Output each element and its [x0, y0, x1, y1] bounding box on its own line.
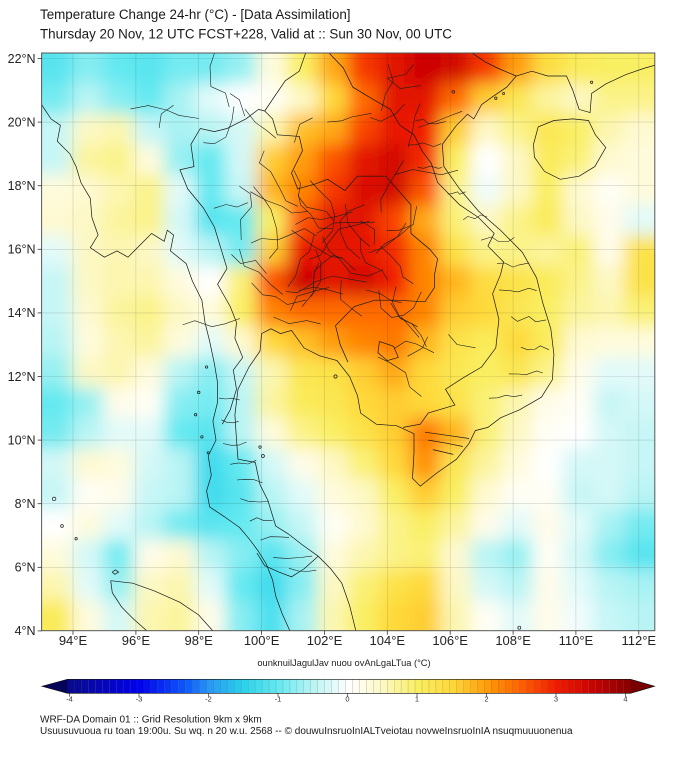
svg-text:16°N: 16°N [8, 243, 36, 257]
svg-text:-4: -4 [66, 695, 73, 704]
svg-text:98°E: 98°E [185, 633, 214, 648]
svg-text:4°N: 4°N [15, 624, 36, 638]
svg-text:108°E: 108°E [495, 633, 531, 648]
svg-text:102°E: 102°E [307, 633, 343, 648]
svg-text:2: 2 [484, 695, 488, 704]
svg-text:Thursday 20 Nov, 12 UTC FCST+2: Thursday 20 Nov, 12 UTC FCST+228, Valid … [40, 27, 452, 42]
svg-text:4: 4 [623, 695, 627, 704]
svg-text:Usuusuvuoua ru toan 19:00u. Su: Usuusuvuoua ru toan 19:00u. Su wq. n 20 … [40, 726, 573, 737]
svg-text:12°N: 12°N [8, 370, 36, 384]
svg-text:112°E: 112°E [621, 633, 656, 648]
svg-text:96°E: 96°E [122, 633, 151, 648]
svg-text:3: 3 [554, 695, 558, 704]
svg-text:20°N: 20°N [8, 115, 36, 129]
svg-text:6°N: 6°N [15, 561, 36, 575]
svg-text:8°N: 8°N [15, 497, 36, 511]
svg-text:1: 1 [415, 695, 419, 704]
svg-text:104°E: 104°E [370, 633, 406, 648]
svg-text:18°N: 18°N [8, 179, 36, 193]
svg-text:Temperature Change 24-hr (°C): Temperature Change 24-hr (°C) - [Data As… [40, 7, 351, 22]
svg-text:-2: -2 [205, 695, 212, 704]
svg-text:106°E: 106°E [432, 633, 468, 648]
svg-text:14°N: 14°N [8, 306, 36, 320]
svg-text:10°N: 10°N [8, 433, 36, 447]
svg-text:22°N: 22°N [8, 52, 36, 66]
svg-text:-3: -3 [136, 695, 143, 704]
svg-text:0: 0 [345, 695, 349, 704]
svg-text:WRF-DA Domain 01 :: Grid Resol: WRF-DA Domain 01 :: Grid Resolution 9km … [40, 715, 262, 726]
svg-text:94°E: 94°E [59, 633, 88, 648]
svg-text:110°E: 110°E [559, 633, 594, 648]
svg-text:-1: -1 [275, 695, 282, 704]
svg-text:ounknuilJagulJav nuou ovAnLgaL: ounknuilJagulJav nuou ovAnLgaLTua (°C) [257, 658, 430, 668]
svg-text:100°E: 100°E [244, 633, 280, 648]
